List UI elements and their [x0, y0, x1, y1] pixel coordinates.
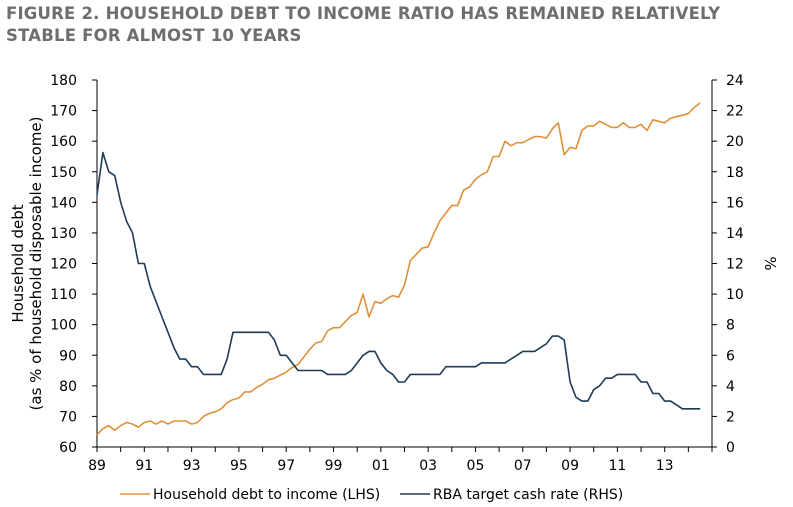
axes: 6070809010011012013014015016017018002468… [9, 73, 779, 474]
y-right-tick-label: 6 [726, 348, 735, 364]
y-right-tick-label: 24 [726, 73, 744, 89]
y-left-tick-label: 120 [50, 257, 77, 273]
x-tick-label: 93 [183, 458, 201, 474]
x-tick-label: 99 [325, 458, 343, 474]
x-tick-label: 07 [514, 458, 532, 474]
y-right-tick-label: 22 [726, 104, 744, 120]
y-left-axis-title: Household debt(as % of household disposa… [9, 117, 45, 411]
y-right-tick-label: 20 [726, 134, 744, 150]
y-right-tick-label: 0 [726, 440, 735, 456]
x-tick-label: 09 [561, 458, 579, 474]
y-right-tick-label: 4 [726, 379, 735, 395]
y-left-tick-label: 90 [59, 348, 77, 364]
y-left-tick-label: 150 [50, 165, 77, 181]
x-tick-label: 01 [372, 458, 390, 474]
y-left-tick-label: 160 [50, 134, 77, 150]
household-debt-line [96, 102, 701, 436]
y-right-tick-label: 2 [726, 409, 735, 425]
legend-label: RBA target cash rate (RHS) [433, 487, 623, 503]
y-left-tick-label: 100 [50, 318, 77, 334]
y-right-tick-label: 12 [726, 257, 744, 273]
x-tick-label: 03 [419, 458, 437, 474]
y-left-axis-title-line: (as % of household disposable income) [27, 117, 45, 411]
x-tick-label: 13 [656, 458, 674, 474]
x-tick-label: 97 [277, 458, 295, 474]
legend: Household debt to income (LHS) RBA target… [120, 487, 623, 503]
y-right-tick-label: 10 [726, 287, 744, 303]
y-right-tick-label: 8 [726, 318, 735, 334]
y-left-axis-title-line: Household debt [9, 204, 27, 322]
chart-title: FIGURE 2. HOUSEHOLD DEBT TO INCOME RATIO… [6, 4, 721, 45]
y-left-tick-label: 70 [59, 409, 77, 425]
y-left-tick-label: 170 [50, 104, 77, 120]
x-tick-label: 91 [135, 458, 153, 474]
y-right-tick-label: 18 [726, 165, 744, 181]
y-left-tick-label: 180 [50, 73, 77, 89]
y-left-tick-label: 140 [50, 195, 77, 211]
y-left-tick-label: 130 [50, 226, 77, 242]
y-left-tick-label: 80 [59, 379, 77, 395]
y-left-tick-label: 110 [50, 287, 77, 303]
y-right-axis-title: % [761, 256, 779, 270]
y-right-tick-label: 16 [726, 195, 744, 211]
series-layer [96, 102, 701, 436]
x-tick-label: 05 [467, 458, 485, 474]
x-tick-label: 89 [88, 458, 106, 474]
legend-label: Household debt to income (LHS) [153, 487, 380, 503]
y-right-tick-label: 14 [726, 226, 744, 242]
y-left-tick-label: 60 [59, 440, 77, 456]
x-tick-label: 11 [608, 458, 626, 474]
cash-rate-line [96, 151, 701, 410]
x-tick-label: 95 [230, 458, 248, 474]
